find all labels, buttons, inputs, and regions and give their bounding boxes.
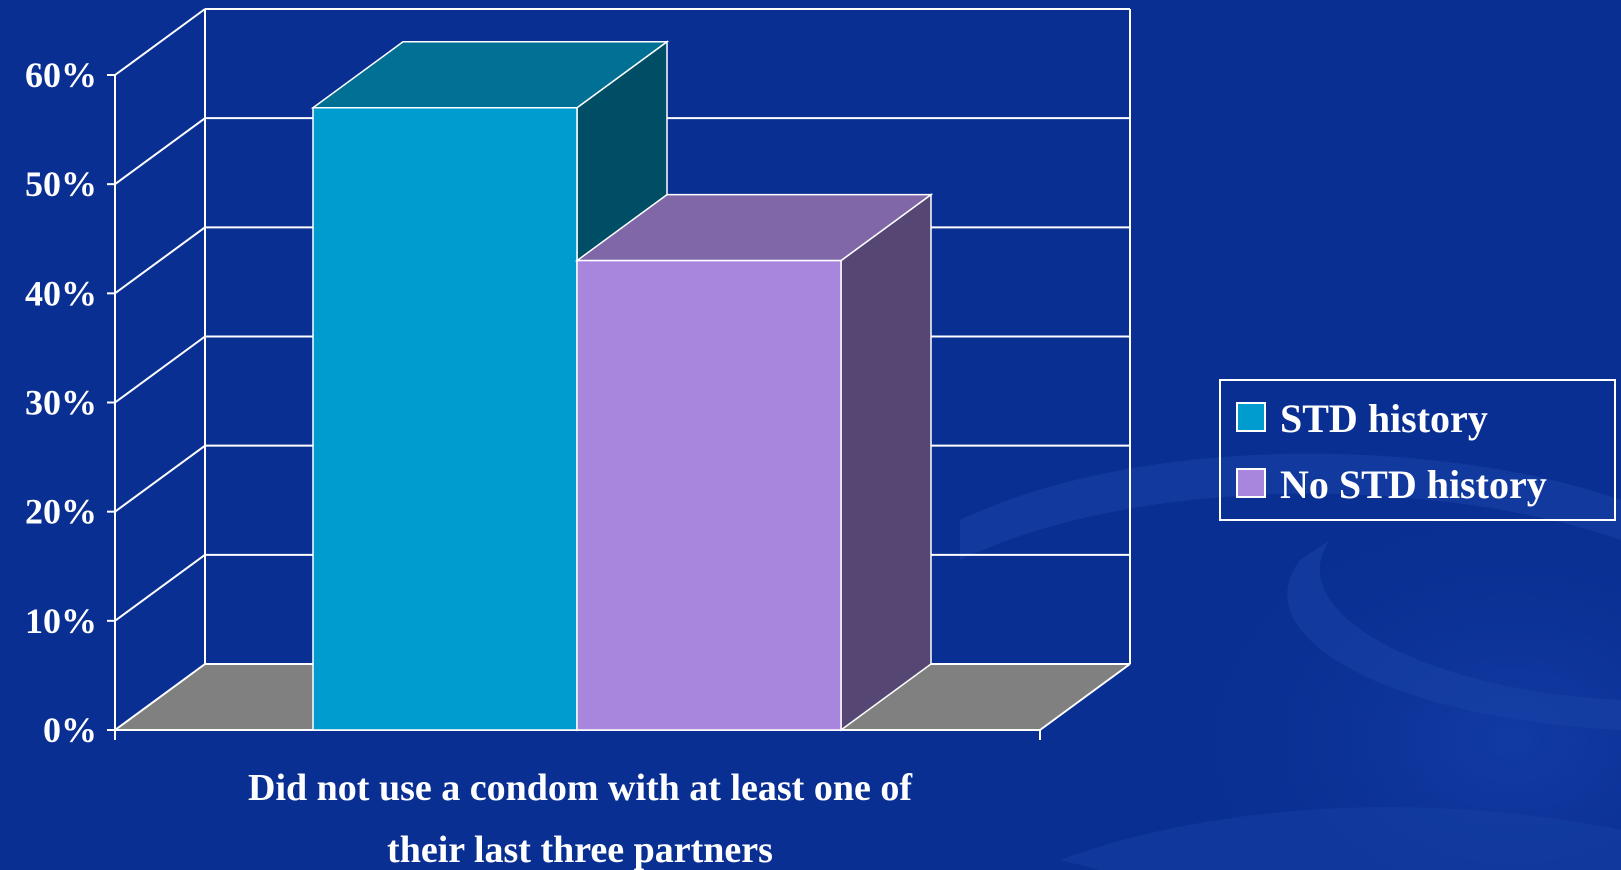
gridline-side-3 (114, 335, 206, 404)
x-category-label-line-1: Did not use a condom with at least one o… (248, 767, 913, 809)
x-category-label-line-2: their last three partners (387, 829, 773, 870)
gridline-side-5 (114, 117, 206, 185)
legend-swatch-no-std-history (1236, 468, 1266, 498)
floor-right-edge (1039, 663, 1131, 731)
y-tick-label-2: 20% (25, 492, 97, 532)
bar-no-std-history (574, 193, 934, 732)
y-tick-label-4: 40% (25, 273, 97, 313)
bars (310, 40, 934, 732)
legend: STD history No STD history (1219, 379, 1616, 521)
y-tick-label-0: 0% (43, 710, 97, 750)
legend-label-no-std-history: No STD history (1280, 462, 1547, 507)
bar-front-std-history (312, 107, 578, 731)
gridline-side-2 (114, 444, 206, 513)
legend-swatch-std-history (1236, 402, 1266, 432)
legend-label-std-history: STD history (1280, 396, 1488, 441)
y-tick-label-3: 30% (25, 383, 97, 423)
gridline-side-6 (114, 8, 206, 76)
bar-front-no-std-history (576, 259, 842, 731)
y-tick-label-6: 60% (25, 55, 97, 95)
legend-box (1219, 379, 1616, 521)
x-axis-label: Did not use a condom with at least one o… (248, 767, 913, 870)
y-tick-label-1: 10% (25, 601, 97, 641)
y-tick-label-5: 50% (25, 164, 97, 204)
bar-side-no-std-history (840, 193, 932, 732)
gridline-side-4 (114, 226, 206, 295)
y-tick-labels: 0% 10% 20% 30% 40% 50% 60% (25, 55, 97, 750)
background-swoosh (900, 350, 1621, 870)
gridline-side-0 (114, 663, 206, 731)
gridline-side-1 (114, 554, 206, 622)
